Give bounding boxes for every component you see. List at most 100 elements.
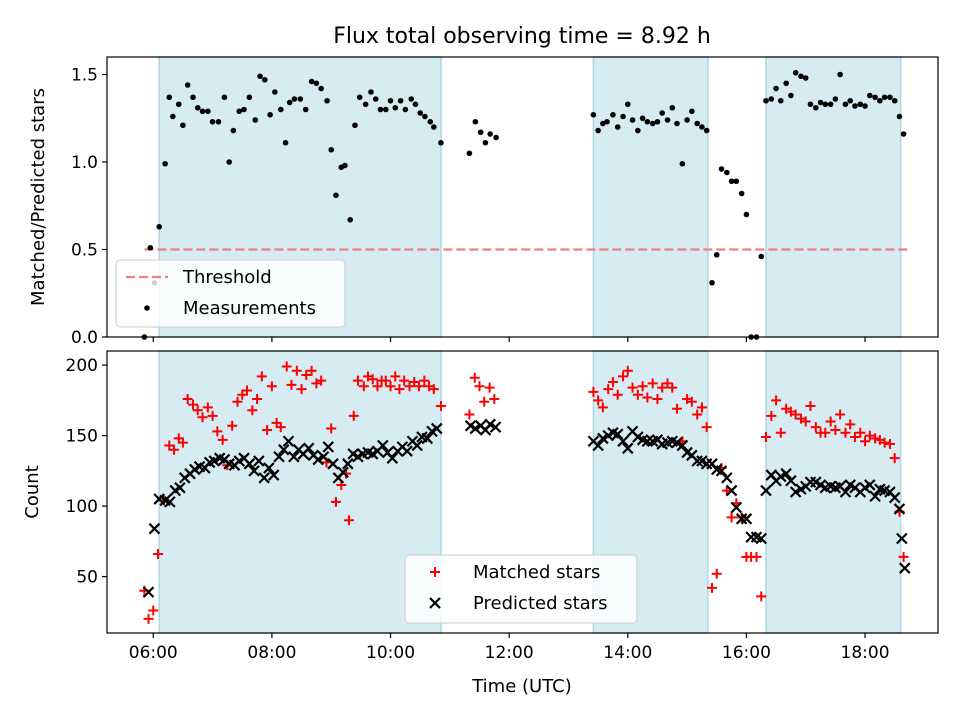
matched-star-marker	[413, 381, 424, 392]
matched-star-marker	[394, 384, 405, 395]
measurement-point	[277, 106, 284, 113]
measurement-point	[352, 122, 358, 129]
matched-star-marker	[390, 371, 401, 382]
predicted-star-marker	[327, 458, 339, 470]
legend-label: Matched stars	[473, 562, 600, 583]
predicted-star-marker	[592, 439, 604, 452]
measurement-point	[900, 131, 907, 137]
predicted-star-marker	[258, 472, 270, 484]
measurement-point	[669, 104, 676, 111]
measurement-point	[595, 127, 601, 134]
measurement-point	[604, 118, 610, 125]
matched-star-marker	[281, 361, 292, 372]
matched-star-marker	[692, 409, 703, 420]
measurement-point	[226, 159, 232, 165]
predicted-star-marker	[401, 445, 413, 457]
matched-star-marker	[227, 420, 238, 431]
matched-star-marker	[751, 551, 762, 562]
predicted-star-marker	[431, 422, 443, 435]
x-tick-label: 14:00	[603, 643, 652, 663]
matched-star-marker	[252, 393, 263, 404]
measurement-point	[482, 139, 489, 146]
measurement-point	[427, 118, 434, 125]
matched-star-marker	[182, 393, 193, 404]
predicted-star-marker	[740, 513, 753, 525]
matched-star-marker	[241, 385, 252, 396]
matched-star-marker	[344, 515, 355, 526]
predicted-star-marker	[302, 442, 315, 455]
measurement-point	[417, 110, 423, 116]
x-tick-label: 18:00	[841, 643, 890, 663]
measurement-point	[487, 131, 493, 137]
y-tick-label: 150	[66, 427, 98, 447]
x-tick-label: 10:00	[366, 643, 415, 663]
predicted-star-marker	[337, 466, 349, 479]
matched-star-marker	[800, 416, 811, 427]
measurement-point	[205, 108, 211, 115]
measurement-point	[356, 94, 363, 101]
matched-star-marker	[352, 375, 363, 386]
matched-star-marker	[686, 396, 697, 407]
matched-star-marker	[771, 395, 782, 406]
measurement-point	[674, 120, 680, 127]
measurement-point	[644, 118, 651, 125]
predicted-star-marker	[411, 439, 423, 452]
measurement-point	[362, 101, 369, 108]
measurement-point	[422, 113, 428, 120]
measurement-point	[847, 97, 854, 104]
x-tick-label: 06:00	[129, 643, 178, 663]
measurement-point	[792, 69, 799, 76]
legend-label: Predicted stars	[473, 593, 607, 614]
measurement-point	[768, 96, 775, 102]
matched-star-marker	[775, 427, 786, 438]
measurement-point	[852, 103, 858, 109]
measurement-point	[813, 104, 819, 111]
legend-box	[404, 554, 638, 624]
measurement-point	[822, 101, 829, 108]
predicted-star-marker	[253, 455, 265, 467]
predicted-star-marker	[386, 452, 399, 464]
predicted-star-marker	[745, 531, 757, 543]
matched-star-marker	[197, 412, 208, 423]
matched-star-marker	[835, 409, 846, 420]
predicted-star-marker	[421, 432, 434, 445]
measurement-point	[773, 85, 779, 92]
measurement-point	[743, 211, 750, 218]
measurement-point	[827, 101, 834, 108]
matched-star-marker	[399, 375, 410, 386]
measurement-point	[614, 124, 621, 130]
measurement-point	[713, 251, 720, 258]
matched-star-marker	[637, 381, 648, 392]
predicted-star-marker	[273, 450, 285, 463]
predicted-star-marker	[489, 421, 502, 433]
measurement-point	[261, 76, 268, 83]
matched-star-marker	[790, 409, 801, 420]
measurement-point	[397, 97, 404, 104]
matched-star-marker	[207, 410, 218, 421]
matched-star-marker	[667, 382, 678, 393]
predicted-star-marker	[317, 450, 330, 463]
measurement-point	[392, 104, 399, 111]
predicted-star-marker	[896, 532, 908, 545]
matched-star-marker	[262, 424, 273, 435]
measurement-point	[324, 97, 330, 104]
matched-star-marker	[435, 400, 446, 411]
matched-star-marker	[358, 381, 369, 392]
matched-star-marker	[657, 382, 668, 393]
predicted-star-marker	[735, 513, 748, 525]
measurement-point	[162, 160, 168, 167]
measurement-point	[472, 118, 479, 125]
legend-predicted-swatch	[429, 597, 441, 609]
matched-star-marker	[143, 613, 154, 624]
predicted-star-marker	[263, 462, 275, 474]
measurement-point	[221, 94, 228, 101]
measurement-point	[842, 101, 849, 108]
y-axis-label: Matched/Predicted stars	[28, 88, 49, 306]
y-tick-label: 0.0	[71, 328, 98, 348]
measurement-point	[194, 104, 201, 111]
matched-star-marker	[464, 409, 475, 420]
matched-star-marker	[306, 365, 317, 376]
predicted-star-marker	[611, 428, 624, 440]
matched-star-marker	[845, 419, 856, 430]
matched-star-marker	[756, 591, 767, 602]
